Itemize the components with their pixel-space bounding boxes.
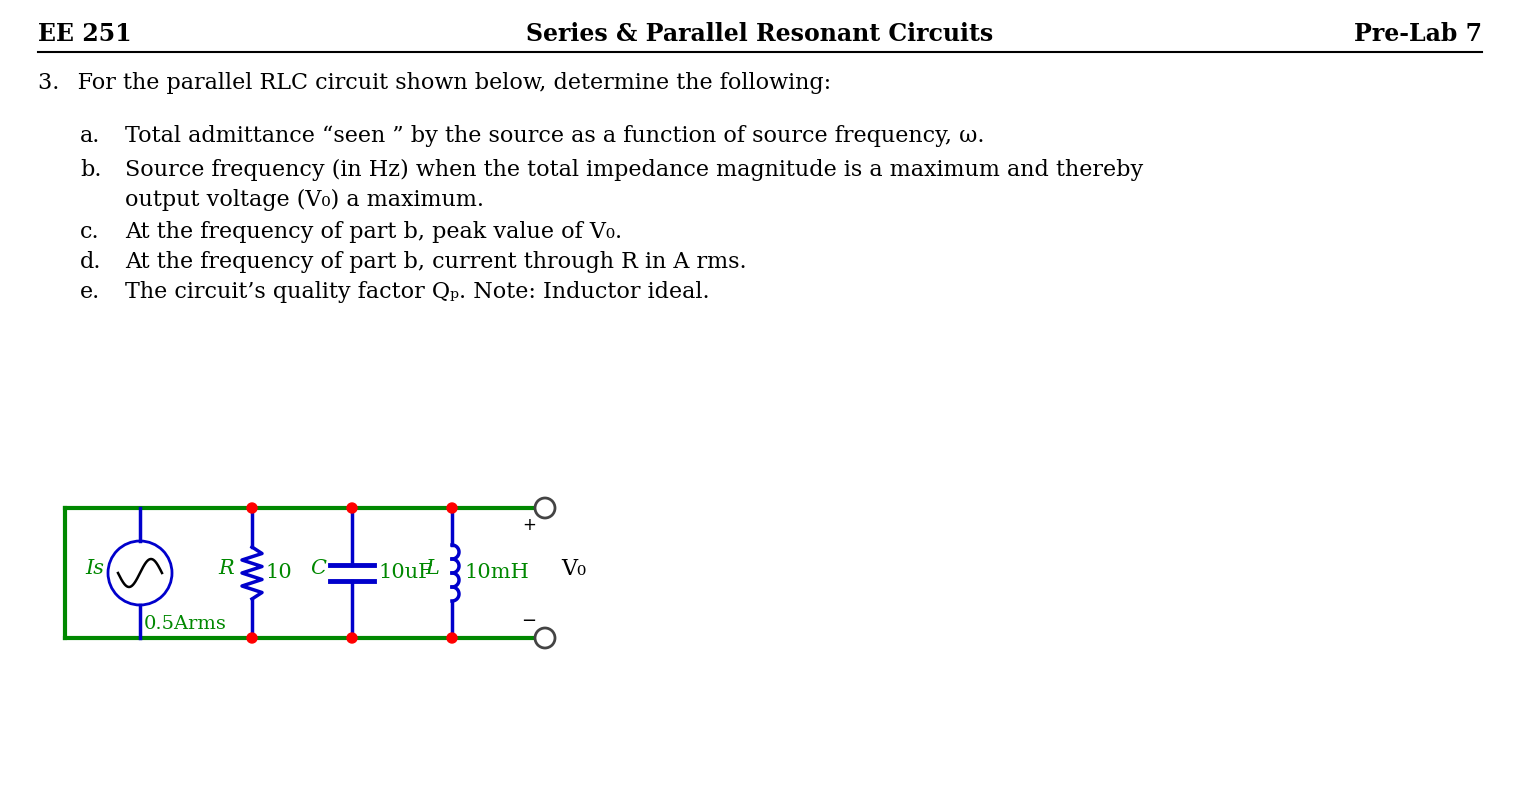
Text: 10uF: 10uF [378, 564, 433, 583]
Text: 3.  For the parallel RLC circuit shown below, determine the following:: 3. For the parallel RLC circuit shown be… [38, 72, 831, 94]
Text: Total admittance “seen ” by the source as a function of source frequency, ω.: Total admittance “seen ” by the source a… [125, 125, 985, 147]
Text: 0.5Arms: 0.5Arms [144, 615, 226, 633]
Text: L: L [426, 560, 439, 579]
Circle shape [447, 633, 458, 643]
Text: b.: b. [81, 159, 102, 181]
Text: C: C [310, 560, 325, 579]
Text: c.: c. [81, 221, 100, 243]
Text: 10mH: 10mH [464, 564, 529, 583]
Text: Pre-Lab 7: Pre-Lab 7 [1354, 22, 1482, 46]
Text: 10: 10 [264, 564, 292, 583]
Circle shape [246, 503, 257, 513]
Text: EE 251: EE 251 [38, 22, 132, 46]
Circle shape [347, 503, 357, 513]
Circle shape [246, 633, 257, 643]
Text: R: R [219, 560, 234, 579]
Text: At the frequency of part b, peak value of V₀.: At the frequency of part b, peak value o… [125, 221, 622, 243]
Text: output voltage (V₀) a maximum.: output voltage (V₀) a maximum. [125, 189, 483, 211]
Text: +: + [521, 516, 537, 534]
Text: d.: d. [81, 251, 102, 273]
Text: e.: e. [81, 281, 100, 303]
Text: Is: Is [85, 560, 103, 579]
Circle shape [347, 633, 357, 643]
Circle shape [447, 503, 458, 513]
Text: a.: a. [81, 125, 100, 147]
Text: −: − [521, 612, 537, 630]
Text: Series & Parallel Resonant Circuits: Series & Parallel Resonant Circuits [526, 22, 994, 46]
Text: Source frequency (in Hz) when the total impedance magnitude is a maximum and the: Source frequency (in Hz) when the total … [125, 159, 1143, 181]
Text: At the frequency of part b, current through R in A rms.: At the frequency of part b, current thro… [125, 251, 746, 273]
Text: The circuit’s quality factor Qₚ. Note: Inductor ideal.: The circuit’s quality factor Qₚ. Note: I… [125, 281, 710, 303]
Text: V₀: V₀ [561, 558, 587, 580]
